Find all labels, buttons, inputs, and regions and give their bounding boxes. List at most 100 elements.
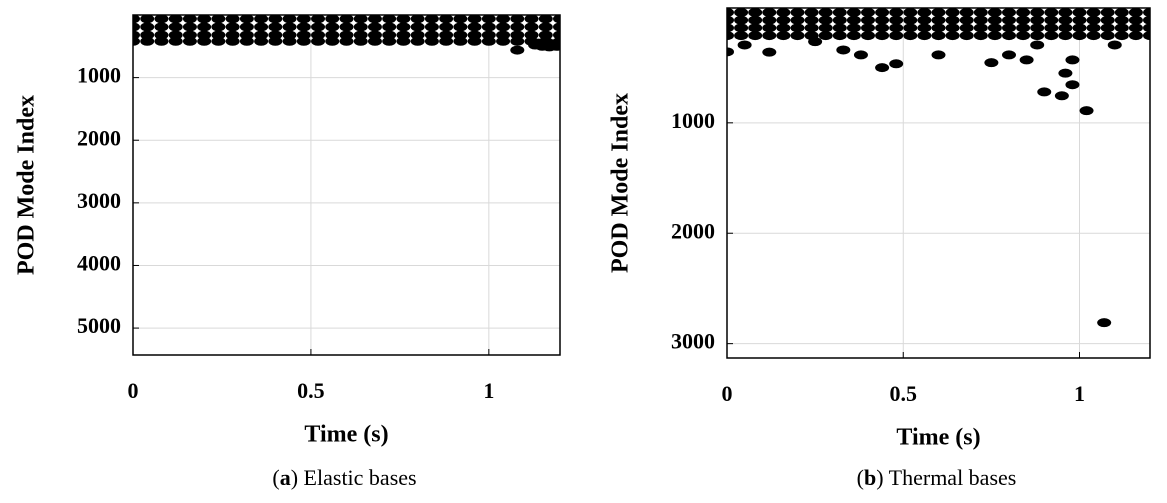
- x-tick-label: 1: [1074, 381, 1085, 406]
- point: [1037, 87, 1052, 97]
- point: [481, 36, 496, 46]
- point: [439, 22, 454, 32]
- point: [861, 15, 875, 25]
- point: [727, 23, 734, 33]
- subplot: 1000 2000 3000 4000 5000 0 0.5 1 POD Mode Index T…: [14, 14, 561, 490]
- point: [1128, 31, 1143, 41]
- y-tick-label: 5000: [77, 313, 121, 338]
- point: [832, 31, 847, 41]
- point: [987, 23, 1002, 33]
- point: [382, 30, 397, 40]
- point: [410, 30, 425, 40]
- point: [439, 15, 454, 24]
- point: [1002, 31, 1016, 41]
- point: [524, 15, 539, 24]
- point: [959, 15, 974, 25]
- point: [197, 36, 212, 46]
- point: [182, 36, 197, 46]
- point: [727, 31, 734, 41]
- caption: (a) Elastic bases: [272, 465, 416, 490]
- caption-part: (: [857, 465, 864, 490]
- point: [197, 22, 212, 32]
- point: [524, 22, 539, 32]
- point: [133, 22, 140, 32]
- point: [538, 22, 553, 32]
- point: [168, 22, 183, 32]
- point: [984, 58, 999, 68]
- point: [762, 15, 777, 25]
- point: [1143, 23, 1150, 33]
- point: [510, 22, 525, 32]
- x-tick-label: 0: [128, 378, 139, 403]
- point: [510, 30, 525, 40]
- point: [776, 23, 791, 33]
- point: [945, 23, 960, 33]
- point: [748, 8, 763, 17]
- caption-part: ) Thermal bases: [876, 465, 1016, 490]
- point: [396, 36, 411, 46]
- point: [875, 8, 890, 17]
- point: [382, 15, 397, 24]
- point: [917, 31, 932, 41]
- point: [239, 30, 254, 40]
- point: [311, 22, 326, 32]
- point: [903, 31, 918, 41]
- point: [396, 15, 411, 24]
- point: [510, 36, 525, 46]
- point: [987, 8, 1002, 17]
- point: [889, 8, 904, 17]
- point: [1002, 8, 1016, 17]
- point: [481, 22, 496, 32]
- point: [211, 30, 226, 40]
- point: [818, 8, 833, 17]
- point: [1114, 31, 1129, 41]
- point: [1030, 8, 1045, 17]
- point: [889, 15, 904, 25]
- point: [776, 15, 791, 25]
- point: [510, 15, 525, 24]
- point: [410, 36, 425, 46]
- point: [439, 30, 454, 40]
- point: [959, 31, 974, 41]
- x-tick-label: 0.5: [890, 381, 918, 406]
- point: [1079, 106, 1094, 116]
- point: [410, 22, 425, 32]
- y-tick-label: 3000: [77, 188, 121, 213]
- point: [734, 23, 749, 33]
- point: [1016, 23, 1031, 33]
- point: [1097, 318, 1112, 328]
- plot-area: [727, 8, 1150, 358]
- point: [282, 30, 297, 40]
- point: [931, 8, 946, 17]
- point: [818, 31, 833, 41]
- point: [734, 15, 749, 25]
- point: [410, 15, 425, 24]
- point: [931, 31, 946, 41]
- point: [325, 15, 340, 24]
- point: [496, 30, 511, 40]
- point: [538, 30, 553, 40]
- point: [296, 30, 311, 40]
- point: [1114, 15, 1129, 25]
- point: [424, 30, 439, 40]
- point: [268, 22, 283, 32]
- caption-part: (: [272, 465, 279, 490]
- point: [737, 40, 752, 50]
- point: [268, 15, 283, 24]
- axes-frame: [132, 14, 561, 356]
- point: [353, 15, 368, 24]
- point: [553, 15, 560, 24]
- point: [1030, 31, 1045, 41]
- point: [1016, 8, 1031, 17]
- point: [424, 36, 439, 46]
- point: [1044, 8, 1059, 17]
- point: [861, 8, 875, 17]
- point: [762, 47, 777, 57]
- point: [439, 36, 454, 46]
- point: [367, 22, 382, 32]
- point: [804, 23, 819, 33]
- points: [727, 8, 1150, 328]
- point: [296, 22, 311, 32]
